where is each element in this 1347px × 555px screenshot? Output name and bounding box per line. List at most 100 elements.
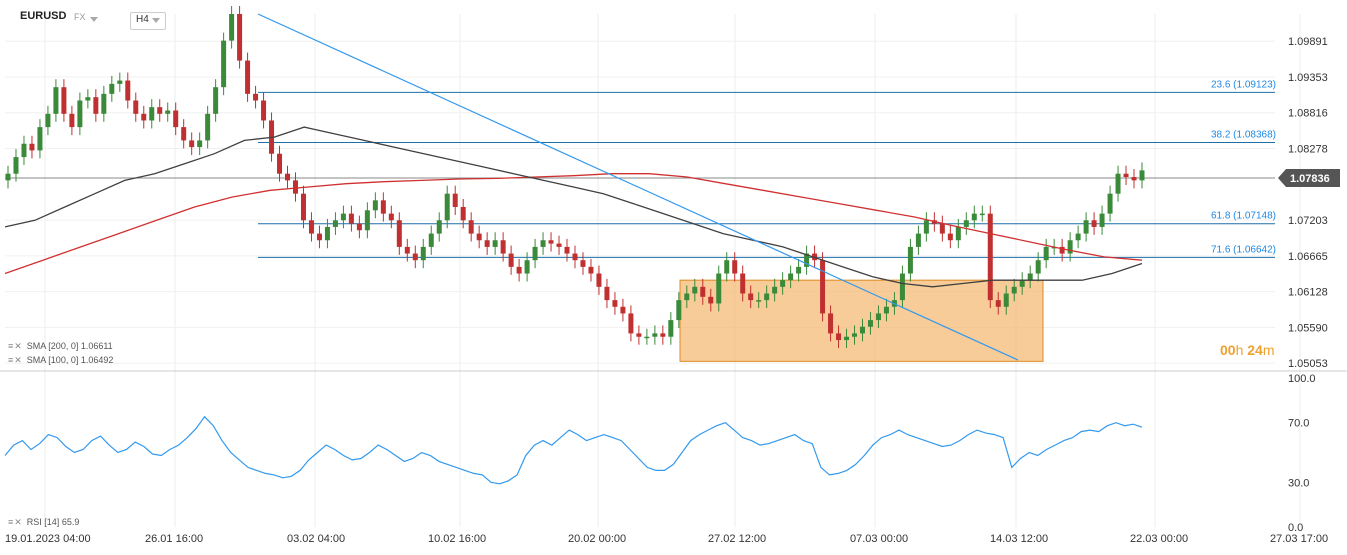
- candle-body: [253, 93, 259, 101]
- candle-body: [636, 333, 642, 337]
- market-label: FX: [74, 12, 86, 22]
- candle-body: [852, 333, 858, 337]
- candle-body: [300, 193, 306, 221]
- fib-level-label: 38.2 (1.08368): [1211, 130, 1276, 141]
- candle-body: [13, 157, 19, 174]
- symbol-label[interactable]: EURUSD: [20, 10, 67, 22]
- time-tick-label: 27.02 12:00: [708, 533, 766, 545]
- candle-body: [628, 313, 634, 334]
- price-tick-label: 1.07203: [1288, 215, 1328, 227]
- candle-body: [564, 246, 570, 254]
- settings-close-icon[interactable]: ≡✕: [8, 355, 23, 365]
- candle-body: [708, 296, 714, 304]
- candle-body: [157, 107, 163, 114]
- candle-body: [516, 266, 522, 274]
- current-price-badge: [1278, 168, 1340, 187]
- candle-body: [1075, 233, 1081, 241]
- candle-body: [197, 140, 203, 148]
- fib-level-label: 23.6 (1.09123): [1211, 79, 1276, 90]
- candle-body: [923, 220, 929, 234]
- candle-body: [181, 127, 187, 141]
- fib-level-label: 61.8 (1.07148): [1211, 211, 1276, 222]
- market-dropdown-icon[interactable]: [90, 17, 98, 22]
- candle-body: [452, 193, 458, 207]
- candle-body: [37, 127, 43, 151]
- candle-body: [5, 173, 11, 181]
- candle-body: [764, 293, 770, 301]
- candle-body: [572, 253, 578, 261]
- candle-body: [229, 14, 235, 41]
- range-box: [679, 279, 1044, 362]
- time-tick-label: 07.03 00:00: [850, 533, 908, 545]
- candle-body: [428, 233, 434, 247]
- candle-body: [221, 40, 227, 88]
- candle-body: [292, 180, 298, 194]
- price-tick-label: 1.09353: [1288, 72, 1328, 84]
- candle-body: [93, 97, 99, 114]
- settings-close-icon[interactable]: ≡✕: [8, 341, 23, 351]
- rsi-legend[interactable]: ≡✕ RSI [14] 65.9: [8, 517, 80, 527]
- candle-body: [117, 80, 123, 84]
- candle-body: [604, 286, 610, 301]
- candle-body: [109, 83, 115, 94]
- candle-body: [1123, 173, 1129, 178]
- trendline: [257, 13, 1019, 361]
- candle-body: [748, 293, 754, 301]
- candle-body: [660, 333, 666, 337]
- candle-body: [955, 226, 961, 241]
- candle-body: [939, 223, 945, 234]
- time-tick-label: 22.03 00:00: [1130, 533, 1188, 545]
- rsi-tick-label: 30.0: [1288, 477, 1309, 489]
- candle-body: [189, 140, 195, 148]
- candle-body: [780, 280, 786, 287]
- candle-body: [524, 260, 530, 274]
- sma100-legend[interactable]: ≡✕ SMA [100, 0] 1.06492: [8, 355, 114, 365]
- candle-body: [828, 313, 834, 334]
- candle-body: [532, 246, 538, 261]
- candle-body: [540, 240, 546, 247]
- candle-body: [396, 220, 402, 247]
- candle-body: [963, 220, 969, 227]
- candle-body: [875, 313, 881, 321]
- candle-body: [971, 213, 977, 221]
- candle-body: [364, 210, 370, 231]
- candle-body: [883, 306, 889, 314]
- candle-body: [332, 220, 338, 227]
- rsi-tick-label: 70.0: [1288, 418, 1309, 430]
- candle-body: [404, 246, 410, 254]
- settings-close-icon[interactable]: ≡✕: [8, 517, 23, 527]
- candle-body: [85, 97, 91, 101]
- candle-body: [165, 110, 171, 114]
- time-tick-label: 27.03 17:00: [1270, 533, 1328, 545]
- sma200-legend[interactable]: ≡✕ SMA [200, 0] 1.06611: [8, 341, 113, 351]
- candle-body: [173, 110, 179, 128]
- candle-body: [77, 100, 83, 128]
- timeframe-value: H4: [136, 14, 149, 25]
- candle-body: [500, 240, 506, 254]
- candle-body: [652, 333, 658, 337]
- candle-body: [947, 233, 953, 241]
- candle-body: [724, 260, 730, 274]
- candle-body: [668, 320, 674, 337]
- candle-body: [804, 253, 810, 267]
- candle-body: [1043, 246, 1049, 261]
- candle-body: [788, 273, 794, 281]
- candle-body: [101, 93, 107, 114]
- candle-body: [676, 300, 682, 321]
- time-tick-label: 26.01 16:00: [145, 533, 203, 545]
- candle-body: [141, 113, 147, 121]
- candle-body: [468, 220, 474, 234]
- candle-body: [907, 246, 913, 274]
- fib-level-label: 71.6 (1.06642): [1211, 244, 1276, 255]
- candle-body: [612, 300, 618, 307]
- candle-body: [340, 213, 346, 221]
- price-tick-label: 1.05590: [1288, 322, 1328, 334]
- candle-body: [1115, 173, 1121, 194]
- candle-body: [732, 260, 738, 274]
- candle-body: [859, 326, 865, 334]
- candle-body: [1011, 286, 1017, 294]
- timeframe-select[interactable]: H4: [130, 12, 166, 30]
- candle-body: [740, 273, 746, 294]
- candle-countdown: 00h 24m: [1220, 342, 1275, 358]
